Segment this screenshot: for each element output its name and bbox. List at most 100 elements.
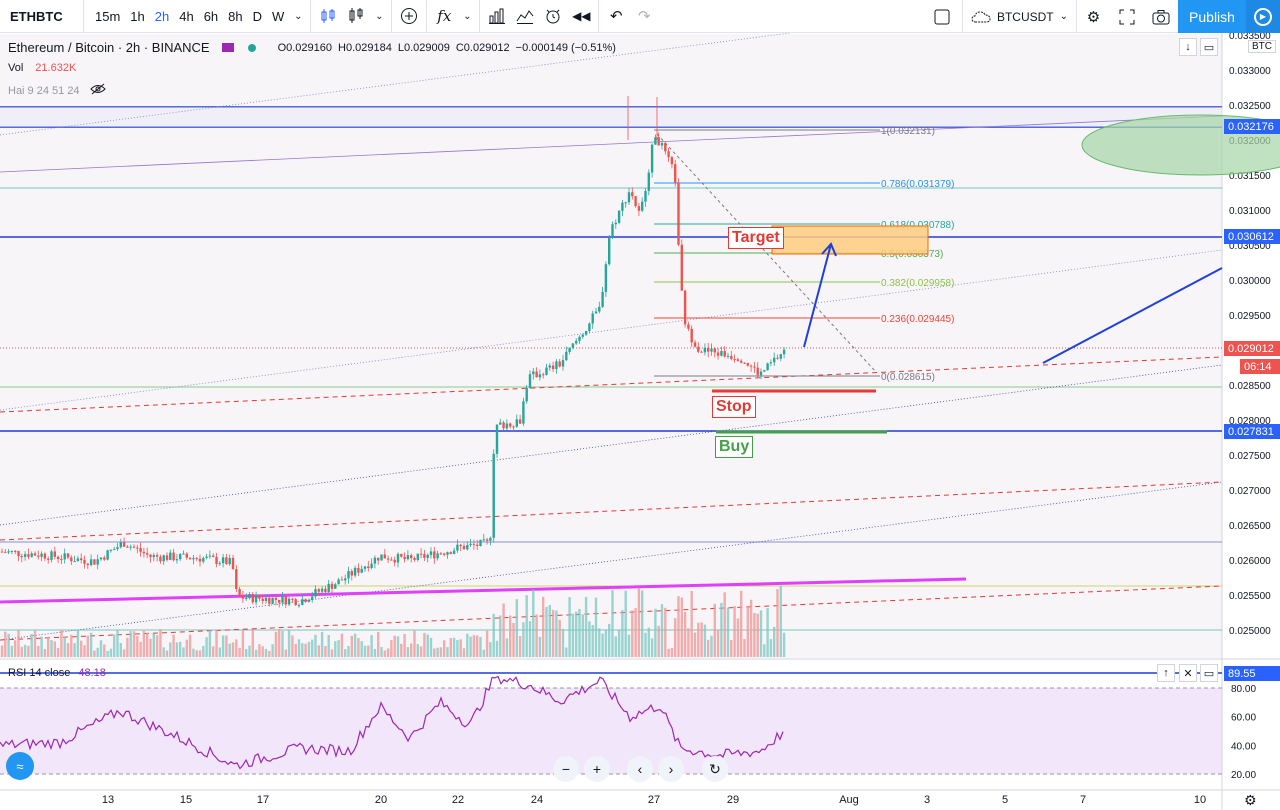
reset-chart-icon[interactable]: ↻ [702, 756, 728, 782]
chevron-down-icon[interactable]: ⌄ [375, 10, 384, 22]
volume-bar [400, 643, 403, 657]
gear-icon[interactable]: ⚙ [1076, 0, 1110, 33]
scroll-right-icon[interactable]: › [658, 756, 684, 782]
volume-bar [86, 635, 89, 657]
currency-label[interactable]: BTC [1248, 40, 1276, 53]
flag-icon[interactable] [221, 43, 234, 52]
tradingview-logo-icon[interactable]: ≈ [6, 752, 34, 780]
volume-bar [129, 631, 132, 657]
volume-bar [657, 625, 660, 657]
arrow-down-icon[interactable]: ↓ [1179, 38, 1197, 56]
channel-line[interactable] [0, 481, 1223, 641]
volume-bar [631, 610, 634, 657]
dashed-trend-line[interactable] [0, 481, 1223, 541]
chevron-down-icon[interactable]: ⌄ [294, 10, 303, 22]
redo-icon[interactable]: ↷ [638, 8, 651, 25]
candle-body [459, 544, 462, 547]
maximize-pane-icon[interactable]: ▭ [1200, 38, 1218, 56]
candle-body [238, 589, 241, 597]
candle-body [47, 558, 50, 560]
volume-bar [103, 644, 106, 657]
volume-bar [225, 635, 228, 657]
candles-icon[interactable] [314, 0, 342, 33]
dashed-trend-line[interactable] [0, 356, 1223, 413]
candle-body [122, 542, 126, 547]
maximize-pane-icon[interactable]: ▭ [1200, 664, 1218, 682]
time-tick-label: 13 [102, 794, 114, 806]
interval-8h[interactable]: 8h [228, 8, 243, 24]
candle-body [139, 548, 142, 552]
compare-symbol-selector[interactable]: BTCUSDT ⌄ [961, 0, 1076, 33]
time-tick-label: 17 [257, 794, 269, 806]
replay-icon[interactable]: ◀◀ [572, 9, 591, 23]
candle-body [759, 371, 763, 376]
fullscreen-icon[interactable] [1110, 0, 1144, 33]
interval-d[interactable]: D [252, 8, 263, 24]
add-compare-icon[interactable] [395, 0, 423, 33]
candle-body [621, 202, 624, 211]
candle-body [235, 569, 238, 590]
candle-body [634, 196, 637, 207]
gear-icon[interactable]: ⚙ [1244, 792, 1257, 808]
blue-trend-line[interactable] [1042, 267, 1223, 364]
candle-body [403, 556, 406, 560]
alert-icon[interactable] [539, 0, 567, 33]
interval-6h[interactable]: 6h [203, 8, 219, 24]
volume-bar [611, 589, 614, 657]
chevron-down-icon[interactable]: ⌄ [463, 10, 472, 22]
candle-body [588, 323, 591, 331]
close-icon[interactable]: ✕ [1179, 664, 1197, 682]
volume-bar [677, 596, 680, 657]
projection-arrow[interactable] [803, 243, 832, 348]
eye-hidden-icon[interactable] [89, 83, 106, 98]
zoom-out-icon[interactable]: − [553, 756, 579, 782]
symbol-search-button[interactable]: ETHBTC [0, 0, 84, 33]
zoom-in-icon[interactable]: + [584, 756, 610, 782]
candle-body [452, 550, 456, 554]
volume-bar [155, 635, 159, 657]
interval-15m[interactable]: 15m [95, 8, 121, 24]
play-icon[interactable]: ▶ [1246, 0, 1280, 33]
trend-line[interactable] [0, 115, 1223, 173]
publish-button[interactable]: Publish [1178, 0, 1246, 33]
candle-body [225, 557, 228, 565]
dashed-trend-line[interactable] [0, 585, 1223, 641]
volume-bar [390, 640, 393, 657]
magenta-trend-line[interactable] [0, 577, 967, 604]
interval-1h[interactable]: 1h [130, 8, 145, 24]
camera-icon[interactable] [1144, 0, 1178, 33]
stop-label[interactable]: Stop [712, 396, 756, 418]
price-chart[interactable]: 0.0335000.0330000.0325000.0320000.031500… [0, 33, 1280, 810]
target-zone[interactable] [771, 225, 929, 255]
candle-body [205, 556, 208, 559]
trend-line[interactable] [0, 33, 791, 136]
toolbar-right: BTCUSDT ⌄ ⚙ Publish ▶ [922, 0, 1280, 33]
volume-bar [591, 624, 594, 657]
candle-body [278, 599, 281, 603]
volume-bar [60, 629, 63, 657]
candle-body [393, 559, 396, 563]
indicators-icon[interactable]: fx [437, 7, 452, 25]
candle-body [591, 313, 594, 324]
interval-2h[interactable]: 2h [154, 8, 170, 24]
volume-bar [479, 636, 482, 657]
hai-label: Hai 9 24 51 24 [8, 84, 80, 97]
volume-bar [525, 595, 528, 657]
volume-bar [680, 597, 683, 657]
interval-4h[interactable]: 4h [179, 8, 194, 24]
layout-icon[interactable] [922, 0, 962, 33]
candle-body [624, 202, 627, 204]
candle-body [740, 360, 743, 363]
templates-icon[interactable] [511, 0, 539, 33]
toolbar-divider [598, 0, 600, 33]
scroll-left-icon[interactable]: ‹ [627, 756, 653, 782]
volume-bar [274, 631, 278, 657]
candle-body [693, 342, 697, 347]
undo-icon[interactable]: ↶ [610, 8, 623, 25]
interval-w[interactable]: W [272, 8, 285, 24]
chart-type-icon[interactable] [342, 0, 370, 33]
financials-icon[interactable] [483, 0, 511, 33]
target-label[interactable]: Target [728, 227, 784, 249]
buy-label[interactable]: Buy [715, 436, 754, 458]
move-pane-up-icon[interactable]: ↑ [1157, 664, 1175, 682]
